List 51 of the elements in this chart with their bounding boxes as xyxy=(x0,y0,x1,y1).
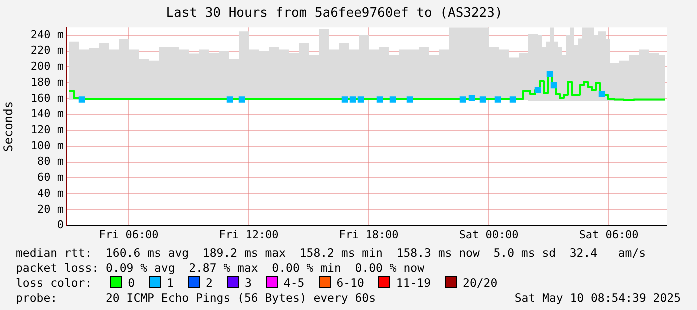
point xyxy=(78,96,86,103)
point xyxy=(494,96,502,103)
point xyxy=(358,96,364,103)
y-tick-label: 240 m xyxy=(30,28,64,42)
y-tick-label: 20 m xyxy=(38,202,64,216)
text: probe: 20 ICMP Echo Pings (56 Bytes) every 60s xyxy=(16,291,376,305)
y-tick-label: 60 m xyxy=(38,171,64,184)
y-tick-label: 160 m xyxy=(30,92,64,105)
x-tick-label: Sat 06:00 xyxy=(579,228,639,242)
point xyxy=(534,87,542,94)
point xyxy=(390,96,396,103)
legend-label: 6-10 xyxy=(336,276,364,290)
y-tick-label: 140 m xyxy=(30,108,64,121)
legend-title: loss color: xyxy=(16,276,92,290)
y-tick-label: 80 m xyxy=(38,155,64,168)
y-tick-label: 180 m xyxy=(30,76,64,89)
point xyxy=(550,82,558,89)
point xyxy=(598,91,606,98)
point xyxy=(238,96,246,103)
legend-label: 1 xyxy=(167,276,174,290)
legend-label: 3 xyxy=(244,276,252,290)
x-tick-label: Fri 12:00 xyxy=(219,228,279,242)
y-tick-label: 220 m xyxy=(30,44,64,58)
legend-label: 4-5 xyxy=(284,276,305,290)
point xyxy=(546,71,554,78)
y-tick-label: 40 m xyxy=(38,186,64,200)
x-tick-label: Fri 18:00 xyxy=(339,228,399,242)
legend-label: 0 xyxy=(128,276,136,290)
y-tick-label: 200 m xyxy=(30,60,64,74)
point xyxy=(460,96,466,103)
text: packet loss: 0.09 % avg 2.87 % max 0.00 % min 0.00 % now xyxy=(16,261,424,275)
point xyxy=(226,96,234,103)
y-tick-label: 120 m xyxy=(30,124,64,137)
x-tick-label: Sat 00:00 xyxy=(459,228,519,242)
point xyxy=(468,95,476,102)
legend-label: 20/20 xyxy=(463,276,498,290)
text: median rtt: 160.6 ms avg 189.2 ms max 158.2 ms min 158.3 ms now 5.0 ms sd 32.4 am/s xyxy=(16,246,646,260)
legend-label: 11-19 xyxy=(396,276,432,290)
point xyxy=(342,96,348,103)
chart-title: Last 30 Hours from 5a6fee9760ef to (AS3223) xyxy=(166,6,503,22)
text: Sat May 10 08:54:39 2025 xyxy=(514,291,681,305)
y-tick-label: 100 m xyxy=(30,139,64,152)
point xyxy=(480,96,486,103)
legend-label: 2 xyxy=(206,276,213,290)
y-axis-title: Seconds xyxy=(1,101,16,152)
point xyxy=(376,96,384,103)
x-tick-label: Fri 06:00 xyxy=(99,228,159,242)
y-tick-label: 0 xyxy=(57,218,64,232)
point xyxy=(350,96,356,103)
point xyxy=(510,96,516,103)
point xyxy=(406,96,414,103)
